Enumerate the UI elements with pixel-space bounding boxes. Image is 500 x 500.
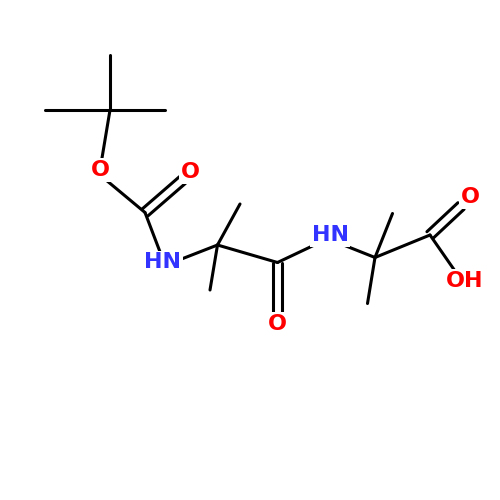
Text: OH: OH (446, 271, 484, 291)
Text: HN: HN (144, 252, 181, 272)
Text: O: O (180, 162, 200, 182)
Text: O: O (460, 187, 479, 207)
Text: O: O (268, 314, 287, 334)
Text: HN: HN (312, 225, 348, 245)
Text: O: O (90, 160, 110, 180)
